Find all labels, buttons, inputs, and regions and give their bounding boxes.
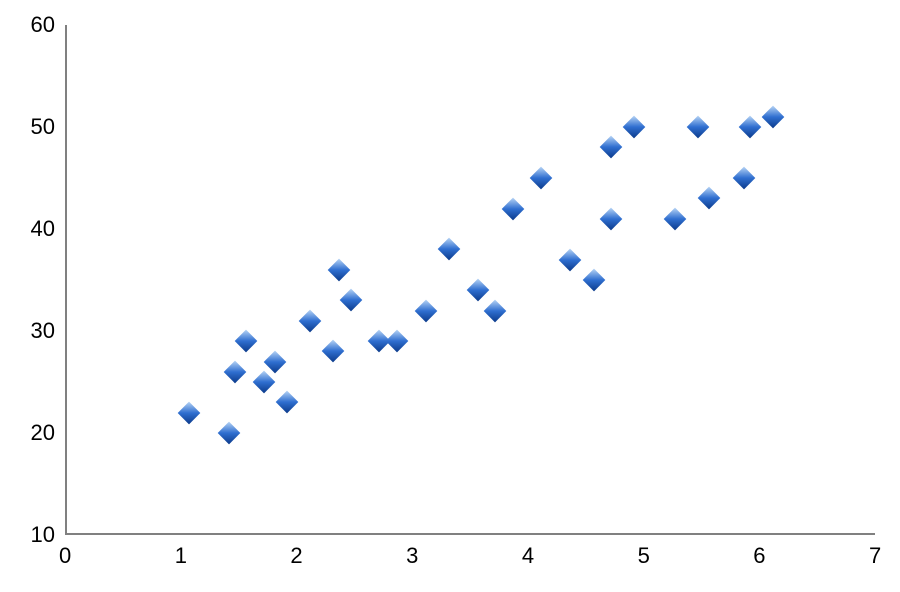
data-point bbox=[235, 330, 258, 353]
data-point bbox=[686, 116, 709, 139]
data-point bbox=[252, 371, 275, 394]
y-tick-label: 10 bbox=[31, 522, 55, 548]
data-point bbox=[339, 289, 362, 312]
data-point bbox=[762, 105, 785, 128]
data-point bbox=[484, 299, 507, 322]
data-point bbox=[322, 340, 345, 363]
data-point bbox=[328, 258, 351, 281]
x-tick-label: 6 bbox=[753, 543, 765, 569]
x-tick-label: 2 bbox=[290, 543, 302, 569]
x-tick-label: 1 bbox=[175, 543, 187, 569]
data-point bbox=[385, 330, 408, 353]
data-point bbox=[264, 350, 287, 373]
y-tick-label: 30 bbox=[31, 318, 55, 344]
x-tick-label: 3 bbox=[406, 543, 418, 569]
data-point bbox=[530, 167, 553, 190]
data-point bbox=[223, 360, 246, 383]
x-tick-label: 0 bbox=[59, 543, 71, 569]
data-point bbox=[600, 207, 623, 230]
data-point bbox=[276, 391, 299, 414]
plot-area bbox=[65, 25, 875, 535]
data-point bbox=[218, 422, 241, 445]
data-point bbox=[733, 167, 756, 190]
data-point bbox=[466, 279, 489, 302]
y-tick-label: 60 bbox=[31, 12, 55, 38]
data-point bbox=[663, 207, 686, 230]
data-point bbox=[414, 299, 437, 322]
data-point bbox=[600, 136, 623, 159]
x-tick-label: 7 bbox=[869, 543, 881, 569]
scatter-chart: 10 20 30 40 50 60 0 1 2 3 4 5 6 7 bbox=[0, 0, 900, 592]
data-point bbox=[299, 309, 322, 332]
x-tick-label: 4 bbox=[522, 543, 534, 569]
y-tick-label: 40 bbox=[31, 216, 55, 242]
data-point bbox=[438, 238, 461, 261]
data-point bbox=[698, 187, 721, 210]
y-tick-label: 20 bbox=[31, 420, 55, 446]
y-tick-label: 50 bbox=[31, 114, 55, 140]
data-point bbox=[582, 269, 605, 292]
x-tick-label: 5 bbox=[638, 543, 650, 569]
data-point bbox=[177, 401, 200, 424]
data-point bbox=[559, 248, 582, 271]
data-point bbox=[623, 116, 646, 139]
data-point bbox=[501, 197, 524, 220]
data-point bbox=[738, 116, 761, 139]
